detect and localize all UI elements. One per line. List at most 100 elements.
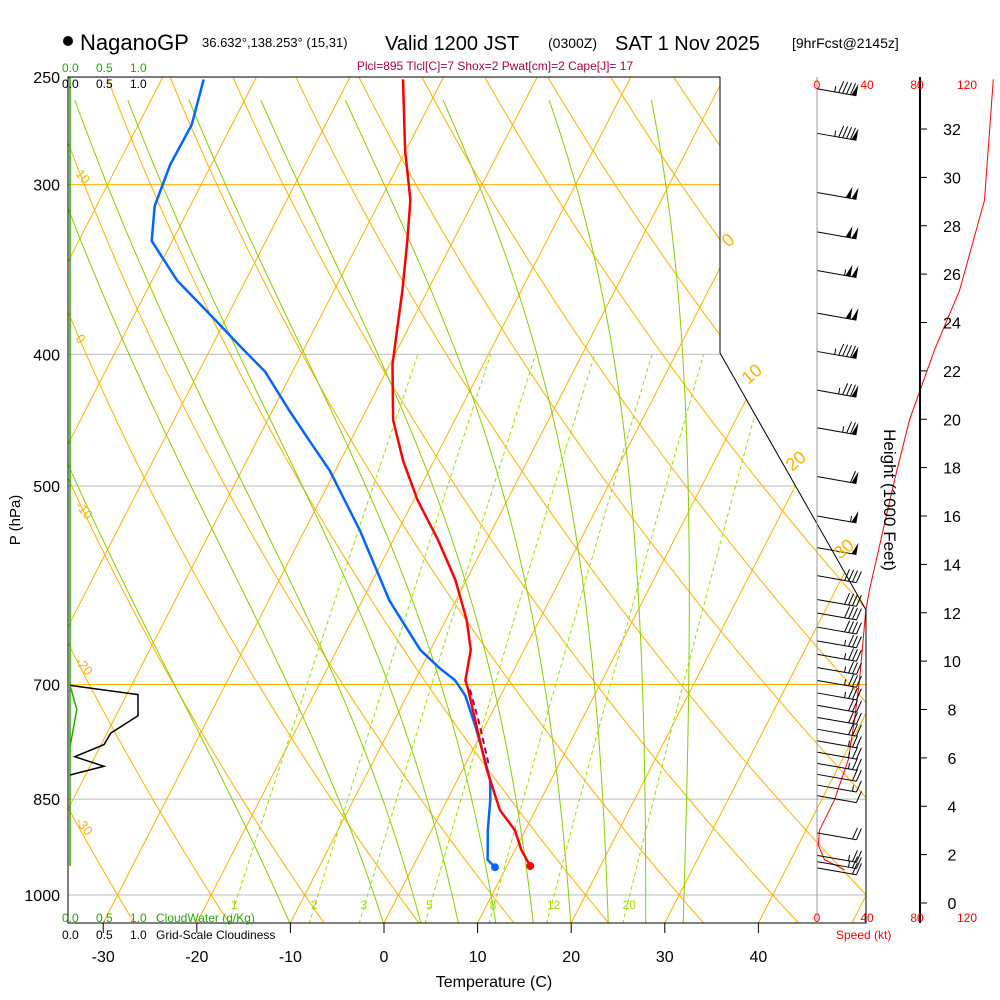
- wind-barb-feather: [848, 593, 855, 606]
- isotherm-label: 10: [738, 360, 766, 388]
- moist-adiabat-line: [188, 100, 497, 923]
- speed-tick-bottom: 0: [814, 911, 821, 925]
- wind-barb-staff: [816, 854, 857, 863]
- wind-barb-staff: [816, 679, 857, 688]
- wind-barb-feather: [842, 126, 849, 139]
- wind-barb-staff: [816, 861, 857, 870]
- wind-barb: [816, 780, 862, 793]
- wind-barb-feather: [855, 758, 862, 771]
- dry-adiabat-line: [408, 77, 866, 923]
- wind-barb: [816, 383, 859, 398]
- dry-adiabat-label: -30: [73, 814, 97, 838]
- wind-barb: [816, 758, 862, 771]
- wind-barb-flag: [851, 542, 859, 555]
- height-tick-label: 24: [943, 316, 961, 333]
- wind-barb-feather: [855, 571, 862, 583]
- height-tick-label: 8: [948, 703, 957, 720]
- wind-barb-half-feather: [834, 348, 837, 355]
- parcel-path-line: [469, 689, 490, 764]
- dry-adiabat-line: [68, 77, 515, 923]
- wind-barb-staff: [816, 312, 857, 321]
- cloudwater-label: CloudWater (g/Kg): [156, 911, 255, 925]
- height-tick-label: 20: [943, 412, 961, 429]
- wind-barb: [816, 542, 859, 556]
- wind-barb: [816, 791, 862, 804]
- station-name: NaganoGP: [80, 30, 189, 55]
- wind-barb-feather: [855, 857, 862, 869]
- wind-barb-flag: [851, 227, 859, 239]
- mixing-ratio-line: [308, 354, 492, 923]
- wind-barb-feather: [851, 735, 858, 748]
- wind-barb-flag: [851, 187, 859, 200]
- wind-barb-staff: [816, 515, 857, 524]
- wind-barb-half-feather: [844, 639, 847, 646]
- wind-barb: [816, 186, 859, 200]
- x-tick-label: -20: [185, 949, 208, 966]
- isotherm-label: 30: [830, 535, 858, 563]
- wind-barb-feather: [855, 780, 862, 793]
- wind-barb: [816, 850, 862, 863]
- x-tick-label: -30: [92, 949, 115, 966]
- speed-tick-top: 120: [957, 78, 977, 92]
- wind-barb-feather: [851, 635, 858, 648]
- wind-barb: [816, 674, 862, 688]
- wind-barb-half-feather: [844, 679, 847, 686]
- wind-barb: [816, 343, 859, 359]
- cloudiness-tick-bottom: 1.0: [130, 928, 147, 942]
- mixing-ratio-label: 20: [623, 898, 637, 912]
- wind-barb: [816, 125, 859, 141]
- isotherm-line: [68, 77, 445, 923]
- wind-barb-feather: [848, 634, 855, 647]
- surface-temperature-dot: [526, 861, 535, 870]
- wind-barb-staff: [816, 350, 857, 359]
- x-tick-label: 20: [562, 949, 580, 966]
- pressure-tick-label: 1000: [24, 888, 60, 905]
- dry-adiabat-line: [97, 77, 610, 923]
- pressure-tick-label: 700: [33, 678, 60, 695]
- isotherm-line: [851, 77, 866, 923]
- mixing-ratio-line: [228, 354, 419, 923]
- wind-barb-feather: [850, 422, 856, 434]
- moist-adiabat-line: [74, 100, 422, 923]
- mixing-ratio-label: 8: [490, 898, 497, 912]
- wind-barb-staff: [816, 832, 857, 841]
- wind-barb-staff: [816, 762, 857, 771]
- cloudwater-tick-top: 0.0: [62, 61, 79, 75]
- wind-barb: [816, 634, 862, 649]
- height-tick-label: 10: [943, 654, 961, 671]
- isotherm-line: [570, 77, 866, 923]
- wind-barb-feather: [850, 83, 856, 95]
- dry-adiabat-label: -20: [73, 654, 97, 678]
- dry-adiabat-line: [68, 77, 136, 923]
- wind-barb-feather: [851, 850, 858, 862]
- wind-barb-flag: [851, 511, 859, 523]
- wind-barb: [816, 421, 859, 436]
- wind-barb-feather: [844, 606, 851, 619]
- wind-barb-half-feather: [848, 751, 851, 758]
- wind-barb-half-feather: [844, 269, 847, 276]
- speed-label: Speed (kt): [836, 928, 891, 942]
- isotherm-line: [664, 77, 866, 923]
- isotherm-line: [757, 77, 866, 923]
- mixing-ratio-label: 3: [360, 898, 367, 912]
- wind-barb-flag: [851, 385, 859, 398]
- wind-barb-feather: [848, 648, 855, 661]
- wind-barb-feather: [846, 345, 853, 357]
- moist-adiabat-line: [650, 100, 690, 923]
- wind-barb-feather: [851, 594, 858, 606]
- wind-barb-feather: [855, 712, 862, 725]
- mixing-ratio-label: 2: [311, 898, 318, 912]
- wind-barb-feather: [844, 620, 851, 633]
- cloudiness-tick-top: 0.5: [96, 77, 113, 91]
- wind-barb-feather: [851, 570, 858, 583]
- cloudiness-label: Grid-Scale Cloudiness: [156, 928, 275, 942]
- isotherm-line: [196, 77, 632, 923]
- wind-barb-feather: [838, 81, 845, 93]
- wind-barb-staff: [816, 640, 857, 649]
- wind-barb-feather: [851, 649, 858, 661]
- wind-barb-feather: [851, 662, 858, 674]
- wind-barb-feather: [850, 345, 856, 358]
- x-tick-label: 10: [469, 949, 487, 966]
- wind-barb: [816, 606, 862, 621]
- wind-barb-feather: [851, 862, 858, 875]
